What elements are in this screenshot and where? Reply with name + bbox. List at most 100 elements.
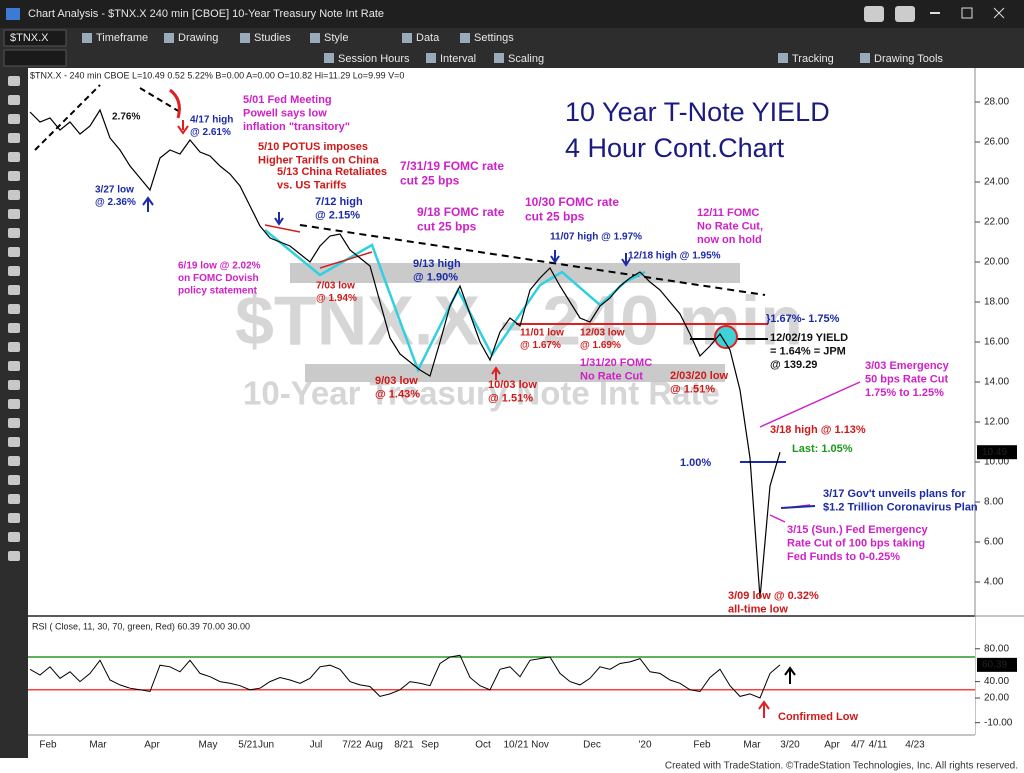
tool-icon[interactable]: [8, 152, 20, 162]
annotation: @ 2.36%: [95, 197, 136, 208]
y-tick-label: 20.00: [984, 693, 1009, 704]
pointer: [759, 381, 861, 428]
tool-icon[interactable]: [8, 494, 20, 504]
tool-icon[interactable]: [8, 323, 20, 333]
tool-icon[interactable]: [8, 266, 20, 276]
tool-icon[interactable]: [8, 133, 20, 143]
annotation: Higher Tariffs on China: [258, 154, 380, 166]
tool-icon[interactable]: [8, 475, 20, 485]
tool-icon[interactable]: [8, 209, 20, 219]
annotation: 3/03 Emergency: [865, 360, 950, 372]
x-tick-label: Mar: [89, 740, 107, 751]
x-tick-label: '20: [638, 740, 651, 751]
x-tick-label: 4/23: [905, 740, 925, 751]
watermark: $TNX.X - 240 min: [235, 281, 803, 359]
toolbar-button[interactable]: Interval: [440, 53, 476, 65]
tool-icon[interactable]: [8, 513, 20, 523]
x-tick-label: 7/22: [342, 740, 362, 751]
annotation: 12/03 low: [580, 328, 625, 339]
tool-icon[interactable]: [8, 304, 20, 314]
tool-icon[interactable]: [8, 247, 20, 257]
toolbar-button[interactable]: Scaling: [508, 53, 544, 65]
date-axis: [28, 735, 975, 758]
toolbar-icon[interactable]: [460, 33, 470, 43]
toolbar-button[interactable]: Drawing: [178, 32, 218, 44]
annotation: 5/13 China Retaliates: [277, 166, 387, 178]
price-axis: [975, 68, 1024, 758]
tool-icon[interactable]: [8, 551, 20, 561]
annotation: Confirmed Low: [778, 711, 858, 723]
toolbar-icon[interactable]: [860, 53, 870, 63]
footer-bar: [0, 758, 1024, 773]
toolbar-icon[interactable]: [324, 53, 334, 63]
trend-line: [299, 224, 766, 296]
toolbar-icon[interactable]: [402, 33, 412, 43]
toolbar-icon[interactable]: [240, 33, 250, 43]
tool-icon[interactable]: [8, 361, 20, 371]
annotation: policy statement: [178, 286, 258, 297]
link-button[interactable]: [895, 6, 915, 22]
annotation: @ 2.15%: [315, 209, 360, 221]
minimize[interactable]: [930, 12, 940, 14]
tool-icon[interactable]: [8, 342, 20, 352]
arrow: [177, 120, 189, 135]
toolbar-button[interactable]: Settings: [474, 32, 514, 44]
y-tick-label: 24.00: [984, 177, 1009, 188]
symbol[interactable]: $TNX.X: [10, 32, 49, 44]
tool-icon[interactable]: [8, 399, 20, 409]
toolbar-icon[interactable]: [164, 33, 174, 43]
tool-icon[interactable]: [8, 456, 20, 466]
x-tick-label: Oct: [475, 740, 491, 751]
arrow: [274, 212, 284, 226]
annotation: @ 139.29: [770, 359, 817, 371]
toolbar-button[interactable]: Timeframe: [96, 32, 148, 44]
x-tick-label: 3/20: [780, 740, 800, 751]
toolbar-button[interactable]: Data: [416, 32, 440, 44]
annotation: Last: 1.05%: [792, 443, 853, 455]
maximize[interactable]: [961, 7, 973, 19]
tool-icon[interactable]: [8, 114, 20, 124]
annotation: 9/03 low: [375, 375, 418, 387]
x-tick-label: Aug: [365, 740, 383, 751]
toolbar-icon[interactable]: [310, 33, 320, 43]
toolbar-icon[interactable]: [778, 53, 788, 63]
tool-icon[interactable]: [8, 190, 20, 200]
tool-icon[interactable]: [8, 532, 20, 542]
y-tick-label: 6.00: [984, 537, 1004, 548]
toolbar-icon[interactable]: [82, 33, 92, 43]
tool-icon[interactable]: [8, 437, 20, 447]
tool-icon[interactable]: [8, 76, 20, 86]
close[interactable]: [993, 7, 1005, 19]
toolbar-icon[interactable]: [426, 53, 436, 63]
y-tick-label: 18.00: [984, 297, 1009, 308]
annotation: 3/15 (Sun.) Fed Emergency: [787, 524, 928, 536]
toolbar-button[interactable]: Session Hours: [338, 53, 410, 65]
last-price: 10.49: [982, 447, 1007, 458]
arrow: [550, 250, 560, 264]
toolbar-icon[interactable]: [494, 53, 504, 63]
x-tick-label: Sep: [421, 740, 439, 751]
annotation: 2.76%: [112, 112, 140, 123]
tool-icon[interactable]: [8, 171, 20, 181]
arrow: [621, 253, 631, 267]
symbol-box[interactable]: [3, 29, 67, 47]
x-tick-label: Feb: [39, 740, 57, 751]
tool-icon[interactable]: [8, 418, 20, 428]
interval-box[interactable]: [3, 49, 67, 67]
annotation: 4/17 high: [190, 115, 233, 126]
tool-icon[interactable]: [8, 380, 20, 390]
tool-icon[interactable]: [8, 95, 20, 105]
toolbar-button[interactable]: Tracking: [792, 53, 834, 65]
tool-icon[interactable]: [8, 228, 20, 238]
toolbar-button[interactable]: Drawing Tools: [874, 53, 943, 65]
toolbar-button[interactable]: Style: [324, 32, 348, 44]
x-tick-label: Jul: [310, 740, 323, 751]
y-tick-label: 10.00: [984, 457, 1009, 468]
y-tick-label: 12.00: [984, 417, 1009, 428]
y-tick-label: 22.00: [984, 217, 1009, 228]
toolbar-button[interactable]: Studies: [254, 32, 291, 44]
price-line: [29, 108, 781, 599]
s-button[interactable]: [864, 6, 884, 22]
tool-icon[interactable]: [8, 285, 20, 295]
